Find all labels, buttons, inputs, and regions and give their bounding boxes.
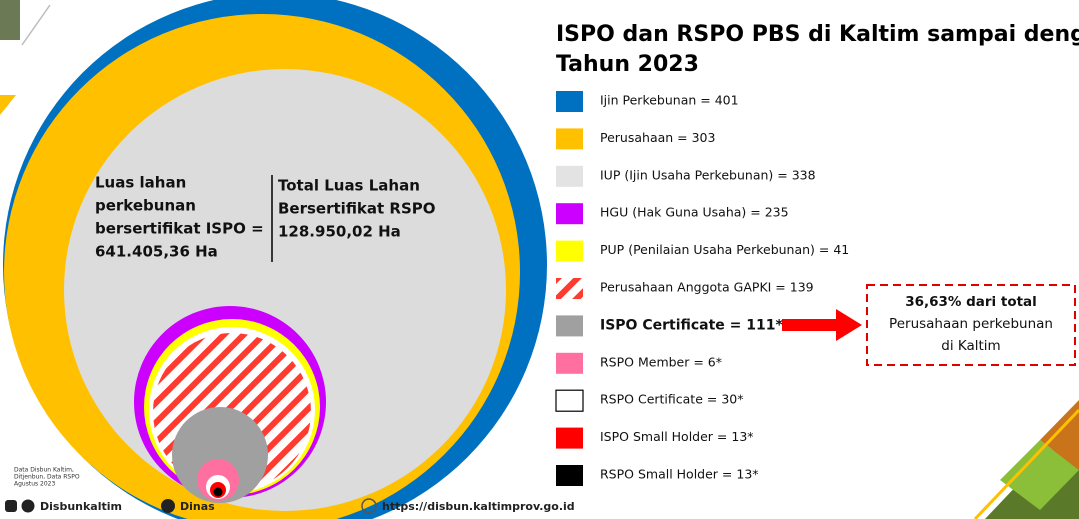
annotation-text: 36,63% dari total bbox=[905, 294, 1037, 310]
footnote: Agustus 2023 bbox=[14, 481, 55, 488]
legend-label: ISPO Certificate = 111* bbox=[600, 317, 784, 333]
circles bbox=[3, 0, 547, 519]
legend-label: ISPO Small Holder = 13* bbox=[600, 429, 754, 444]
corner-photos bbox=[973, 400, 1079, 519]
corner-image bbox=[0, 0, 20, 40]
icon-facebook bbox=[161, 499, 175, 513]
arrow-head bbox=[836, 309, 862, 341]
legend-label: RSPO Certificate = 30* bbox=[600, 392, 743, 407]
arrow-shaft bbox=[782, 319, 838, 331]
legend-swatch bbox=[556, 352, 583, 374]
legend-label: PUP (Penilaian Usaha Perkebunan) = 41 bbox=[600, 242, 849, 257]
legend-swatch bbox=[556, 278, 583, 299]
social-name: Dinas bbox=[180, 500, 215, 513]
rspo-text: 128.950,02 Ha bbox=[278, 223, 401, 241]
legend-swatch bbox=[556, 203, 583, 225]
ispo-text: perkebunan bbox=[95, 197, 196, 215]
photo bbox=[1000, 440, 1079, 510]
social-name: Disbunkaltim bbox=[40, 500, 122, 513]
icon-instagram bbox=[5, 500, 17, 512]
footnote: Ditjenbun, Data RSPO bbox=[14, 474, 80, 481]
decor-line bbox=[973, 408, 1079, 519]
footnote: Data Disbun Kaltim, bbox=[14, 467, 74, 474]
title: ISPO dan RSPO PBS di Kaltim sampai denga… bbox=[556, 22, 1079, 47]
legend-swatch bbox=[555, 389, 584, 412]
arrow bbox=[782, 309, 862, 341]
icon-globe bbox=[361, 498, 377, 514]
annotation-box bbox=[866, 284, 1076, 366]
legend-label: Ijin Perkebunan = 401 bbox=[600, 93, 739, 108]
annotation-text: Perusahaan perkebunan bbox=[889, 316, 1053, 332]
ispo-text: Luas lahan bbox=[95, 174, 186, 192]
legend-swatch bbox=[556, 427, 583, 449]
decor-triangle bbox=[0, 95, 16, 115]
legend-swatch bbox=[556, 240, 583, 262]
legend-label: IUP (Ijin Usaha Perkebunan) = 338 bbox=[600, 167, 816, 182]
legend-label: RSPO Member = 6* bbox=[600, 354, 722, 369]
rspo-text: Total Luas Lahan bbox=[278, 177, 420, 195]
photo bbox=[1040, 400, 1079, 470]
ispo-text: bersertifikat ISPO = bbox=[95, 220, 264, 238]
legend-label: HGU (Hak Guna Usaha) = 235 bbox=[600, 205, 789, 220]
legend-swatch bbox=[556, 128, 583, 150]
rspo-text: Bersertifikat RSPO bbox=[278, 200, 436, 218]
legend-swatch bbox=[556, 165, 583, 187]
ispo-text: 641.405,36 Ha bbox=[95, 243, 218, 261]
legend-swatch bbox=[556, 315, 583, 337]
circle-rspo-sh bbox=[213, 487, 223, 497]
icon-twitter bbox=[21, 499, 35, 513]
title: Tahun 2023 bbox=[556, 52, 699, 77]
legend-label: Perusahaan Anggota GAPKI = 139 bbox=[600, 280, 814, 295]
annotation-text: di Kaltim bbox=[941, 338, 1000, 354]
website: https://disbun.kaltimprov.go.id bbox=[382, 500, 575, 513]
legend-label: Perusahaan = 303 bbox=[600, 130, 715, 145]
legend-swatch bbox=[556, 91, 583, 112]
decor-line bbox=[21, 4, 51, 46]
circle-ispo bbox=[172, 407, 268, 503]
legend-swatch bbox=[556, 465, 583, 486]
legend-label: RSPO Small Holder = 13* bbox=[600, 467, 759, 482]
